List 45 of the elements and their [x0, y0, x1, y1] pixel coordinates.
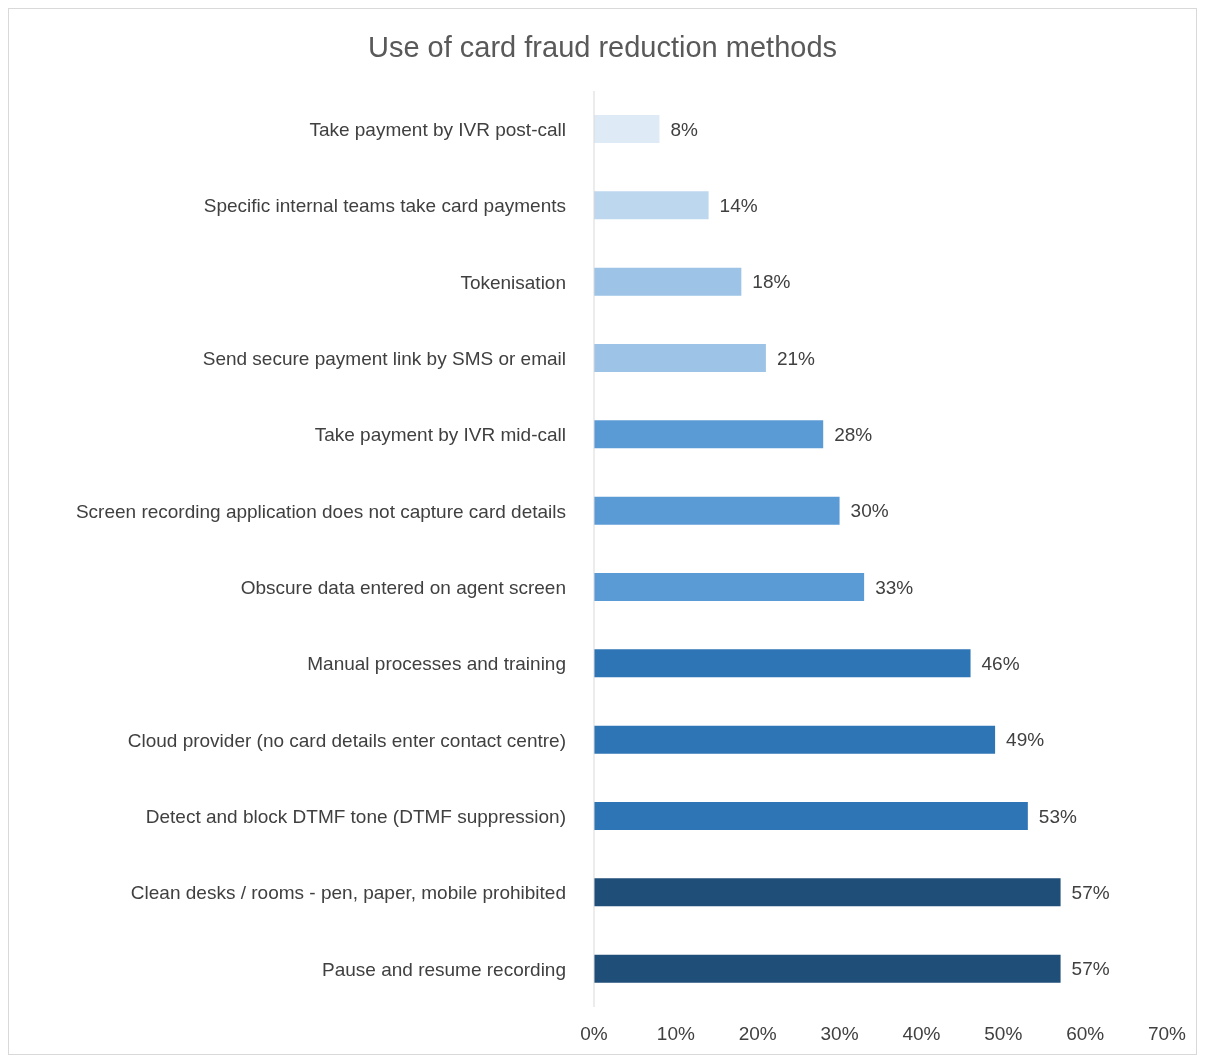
- x-tick-label: 70%: [1147, 1023, 1187, 1045]
- bar: [594, 573, 865, 601]
- x-tick-label: 10%: [656, 1023, 695, 1045]
- y-tick-label: Take payment by IVR mid-call: [314, 424, 566, 446]
- x-tick-label: 30%: [820, 1023, 859, 1045]
- y-tick-label: Screen recording application does not capture card details: [75, 500, 566, 522]
- data-label: 57%: [1071, 958, 1110, 980]
- bar: [594, 191, 709, 220]
- data-label: 46%: [981, 653, 1020, 675]
- data-label: 49%: [1006, 729, 1045, 751]
- x-tick-label: 60%: [1066, 1023, 1105, 1045]
- bar: [594, 115, 660, 143]
- y-tick-label: Tokenisation: [460, 271, 566, 293]
- y-tick-label: Pause and resume recording: [322, 958, 566, 980]
- bar: [594, 878, 1061, 907]
- bar: [594, 725, 996, 754]
- data-label: 8%: [670, 118, 699, 140]
- x-tick-label: 40%: [902, 1023, 941, 1045]
- data-label: 33%: [875, 576, 914, 598]
- data-label: 21%: [776, 347, 816, 369]
- bar: [594, 496, 840, 525]
- x-tick-label: 20%: [738, 1023, 777, 1045]
- y-tick-label: Clean desks / rooms - pen, paper, mobile prohibited: [130, 882, 566, 904]
- y-tick-label: Take payment by IVR post-call: [309, 118, 566, 140]
- bar: [594, 649, 971, 678]
- x-tick-label: 50%: [984, 1023, 1023, 1045]
- chart-title: Use of card fraud reduction methods: [366, 30, 839, 65]
- y-tick-label: Detect and block DTMF tone (DTMF suppression): [145, 805, 566, 827]
- bar: [594, 420, 824, 449]
- data-label: 18%: [752, 271, 791, 293]
- x-tick-label: 0%: [580, 1023, 608, 1045]
- bar: [594, 802, 1028, 830]
- data-label: 30%: [850, 500, 889, 522]
- data-label: 53%: [1038, 805, 1077, 827]
- bar: [594, 344, 766, 372]
- y-tick-label: Send secure payment link by SMS or email: [202, 347, 566, 369]
- y-tick-label: Cloud provider (no card details enter contact centre): [127, 729, 566, 751]
- data-label: 57%: [1071, 882, 1110, 904]
- y-tick-label: Obscure data entered on agent screen: [240, 576, 566, 598]
- bar: [594, 954, 1061, 983]
- y-tick-label: Manual processes and training: [307, 653, 566, 675]
- data-label: 28%: [834, 424, 873, 446]
- y-tick-label: Specific internal teams take card payments: [203, 195, 566, 217]
- data-label: 14%: [719, 195, 758, 217]
- bar: [594, 267, 742, 296]
